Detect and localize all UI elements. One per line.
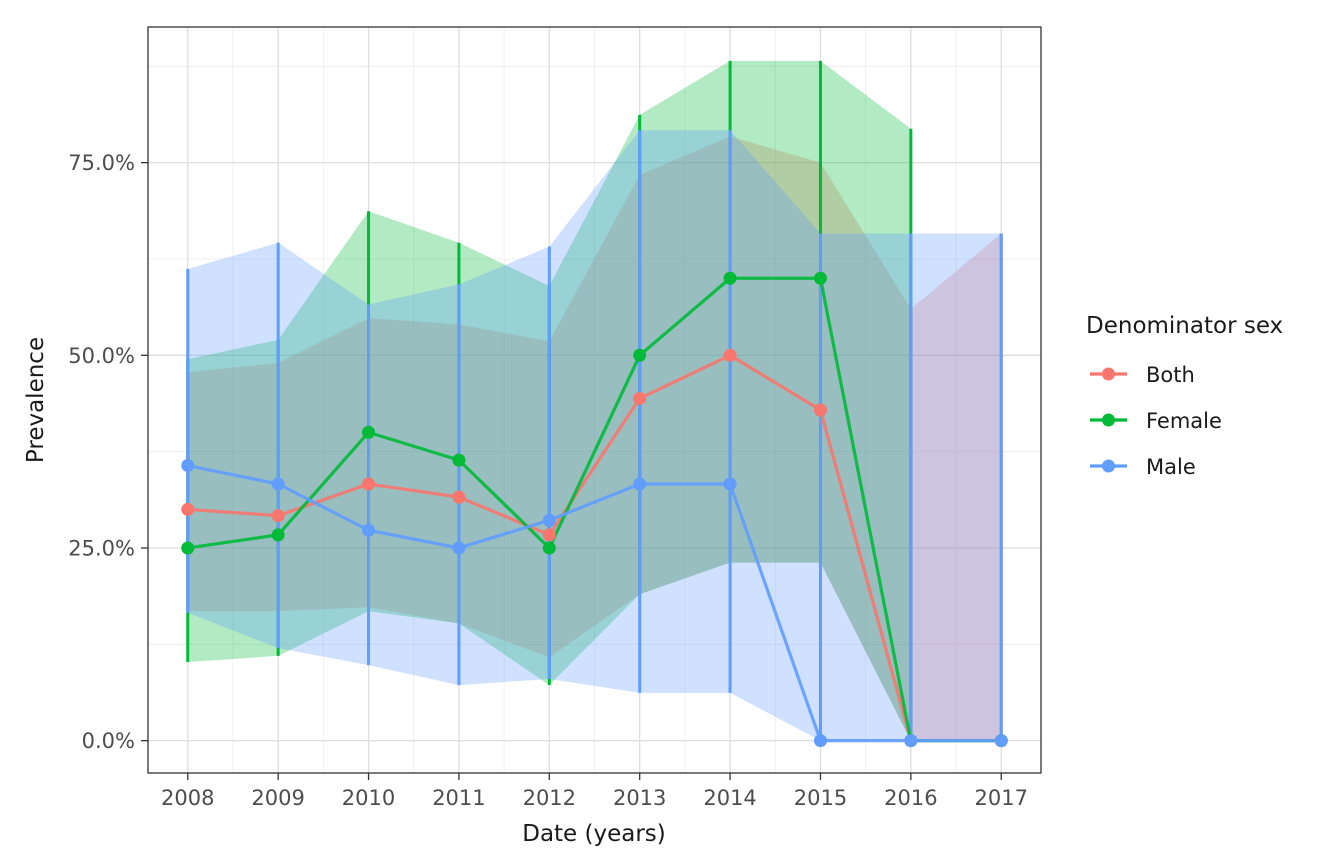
- point-both: [452, 490, 466, 504]
- point-female: [723, 271, 737, 285]
- x-axis-ticks: 2008 2009 2010 2011 2012 2013 2014 2015 2016 2017: [161, 773, 1028, 810]
- point-female: [362, 425, 376, 439]
- point-male: [633, 477, 647, 491]
- point-male: [452, 541, 466, 555]
- point-female: [452, 453, 466, 467]
- series-lines: [187, 276, 1002, 743]
- y-tick-label: 0.0%: [82, 729, 135, 753]
- legend-title: Denominator sex: [1086, 313, 1283, 339]
- legend-label-female: Female: [1146, 409, 1222, 433]
- point-female: [542, 541, 556, 555]
- panel-border: [147, 26, 1042, 774]
- y-axis-title: Prevalence: [23, 337, 49, 463]
- point-male: [362, 523, 376, 537]
- point-both: [362, 477, 376, 491]
- x-tick-label: 2011: [432, 786, 485, 810]
- point-female: [181, 541, 195, 555]
- legend-label-both: Both: [1146, 363, 1195, 387]
- x-tick-label: 2016: [884, 786, 937, 810]
- point-both: [723, 348, 737, 362]
- point-male: [994, 734, 1008, 748]
- x-tick-label: 2012: [523, 786, 576, 810]
- point-both: [181, 502, 195, 516]
- ribbon-male: [187, 130, 1002, 741]
- point-male: [813, 734, 827, 748]
- point-male: [723, 477, 737, 491]
- point-male: [542, 513, 556, 527]
- point-both: [633, 391, 647, 405]
- line-male: [187, 463, 1002, 743]
- x-tick-label: 2008: [161, 786, 214, 810]
- point-female: [633, 348, 647, 362]
- point-male: [181, 459, 195, 473]
- x-tick-label: 2013: [613, 786, 666, 810]
- x-tick-label: 2009: [251, 786, 304, 810]
- confidence-interval-bars: [186, 60, 1003, 741]
- x-tick-label: 2010: [342, 786, 395, 810]
- y-tick-label: 50.0%: [68, 344, 135, 368]
- point-both: [271, 509, 285, 523]
- y-tick-label: 25.0%: [68, 536, 135, 560]
- ribbon-both: [187, 136, 1002, 741]
- legend-key-point-both: [1102, 367, 1115, 381]
- legend: Denominator sex Both Female Male: [1086, 313, 1283, 479]
- point-both: [813, 403, 827, 417]
- y-axis-ticks: 0.0% 25.0% 50.0% 75.0%: [68, 151, 148, 753]
- line-both: [187, 353, 1002, 743]
- legend-key-point-female: [1102, 413, 1115, 427]
- x-tick-label: 2014: [703, 786, 756, 810]
- legend-label-male: Male: [1146, 455, 1196, 479]
- point-female: [813, 271, 827, 285]
- point-female: [271, 528, 285, 542]
- point-both: [542, 528, 556, 542]
- y-tick-label: 75.0%: [68, 151, 135, 175]
- x-axis-title: Date (years): [522, 821, 666, 847]
- point-male: [904, 734, 918, 748]
- x-tick-label: 2017: [975, 786, 1028, 810]
- x-tick-label: 2015: [794, 786, 847, 810]
- legend-key-point-male: [1102, 459, 1115, 473]
- point-male: [271, 477, 285, 491]
- series-points: [181, 271, 1008, 748]
- line-female: [187, 276, 1002, 743]
